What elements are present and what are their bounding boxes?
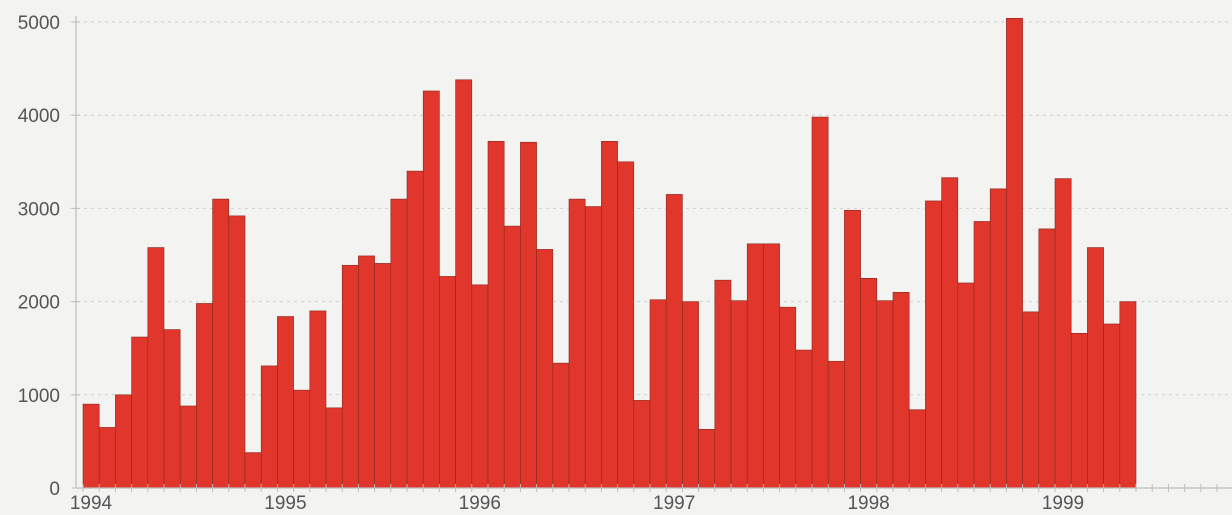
bar [98, 427, 116, 489]
bar [763, 243, 780, 489]
bar [260, 365, 278, 489]
bar [487, 141, 505, 489]
bar [471, 284, 489, 489]
bar [131, 336, 149, 489]
bar [601, 141, 618, 489]
x-tick-label: 1995 [264, 493, 306, 514]
bar [277, 316, 294, 489]
bar [892, 291, 910, 489]
bar [325, 407, 343, 489]
bar [617, 161, 635, 489]
bar [746, 243, 764, 489]
bar [552, 362, 570, 489]
bar [811, 116, 829, 489]
bar [536, 249, 554, 489]
x-tick-labels: 1994 1995 1996 1997 1998 1999 [70, 493, 1084, 514]
bar [293, 389, 311, 489]
bar [925, 200, 942, 489]
x-tick-label: 1997 [653, 493, 695, 514]
y-tick-labels: 0 1000 2000 3000 4000 5000 [18, 13, 60, 500]
bar [212, 198, 230, 489]
bar [908, 409, 926, 489]
bar [876, 300, 894, 489]
bar [698, 428, 716, 489]
bar [973, 221, 991, 489]
y-tick-label: 3000 [18, 199, 60, 220]
bar [179, 405, 197, 489]
bar [730, 300, 748, 489]
x-tick-label: 1999 [1042, 493, 1084, 514]
bar [1038, 228, 1056, 489]
bar [1103, 323, 1121, 489]
bar [1119, 301, 1137, 489]
bar [779, 306, 797, 489]
axes [72, 16, 1232, 492]
bar [374, 263, 392, 489]
x-tick-label: 1996 [459, 493, 501, 514]
bar [844, 209, 861, 489]
y-tick-label: 2000 [18, 293, 60, 314]
y-tick-label: 5000 [18, 13, 60, 34]
bar [309, 310, 327, 489]
bar [406, 170, 424, 489]
bar [584, 206, 602, 489]
bar [795, 349, 813, 489]
bar [1022, 311, 1040, 489]
y-tick-label: 0 [49, 479, 60, 500]
y-tick-label: 1000 [18, 386, 60, 407]
bar [520, 141, 537, 489]
bar [941, 177, 959, 489]
bar [422, 90, 440, 489]
bar [568, 198, 586, 489]
bar [1070, 332, 1088, 489]
bar [682, 301, 699, 489]
bar [341, 264, 359, 489]
bar [714, 279, 732, 489]
bar [439, 276, 456, 489]
bar [503, 225, 521, 489]
bar [196, 303, 213, 489]
bar [163, 329, 181, 489]
bar [649, 299, 667, 489]
bars [82, 17, 1137, 489]
bar [989, 188, 1007, 489]
bar [860, 277, 878, 489]
bar [957, 282, 975, 489]
bar [1054, 178, 1072, 489]
x-tick-label: 1994 [70, 493, 113, 514]
bar [827, 360, 845, 489]
bar [244, 452, 262, 489]
y-tick-label: 4000 [18, 106, 60, 127]
bar [390, 198, 408, 489]
bar [633, 400, 651, 489]
bar [665, 194, 683, 489]
x-tick-label: 1998 [847, 493, 889, 514]
bar [82, 403, 100, 489]
bar [1006, 17, 1023, 489]
bar [115, 394, 132, 489]
bar [358, 255, 375, 489]
bar [228, 215, 246, 489]
bar [455, 79, 473, 489]
bar [1087, 247, 1104, 489]
bar [147, 247, 165, 489]
